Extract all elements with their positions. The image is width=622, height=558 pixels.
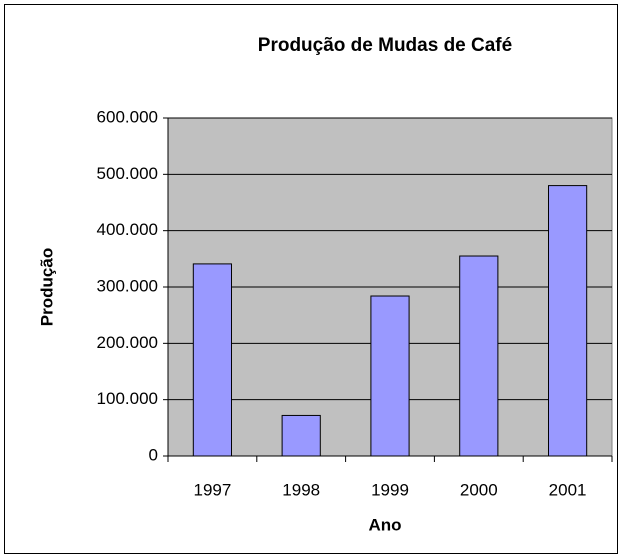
bar — [548, 185, 588, 457]
y-tick-label: 500.000 — [97, 164, 158, 183]
y-axis-label: Produção — [37, 248, 56, 326]
x-tick-label: 2000 — [460, 480, 498, 499]
bar — [370, 295, 410, 457]
bar — [192, 263, 232, 457]
y-tick-label: 200.000 — [97, 333, 158, 352]
y-tick-label: 400.000 — [97, 220, 158, 239]
x-tick-label: 2001 — [549, 480, 587, 499]
bar — [281, 414, 321, 457]
bar — [459, 255, 499, 457]
x-axis-label: Ano — [368, 515, 401, 534]
x-tick-label: 1998 — [282, 480, 320, 499]
chart-title: Produção de Mudas de Café — [258, 35, 512, 56]
y-tick-label: 0 — [149, 445, 158, 464]
y-tick-label: 300.000 — [97, 276, 158, 295]
x-tick-label: 1999 — [371, 480, 409, 499]
y-tick-label: 600.000 — [97, 107, 158, 126]
y-tick-label: 100.000 — [97, 389, 158, 408]
x-tick-label: 1997 — [193, 480, 231, 499]
